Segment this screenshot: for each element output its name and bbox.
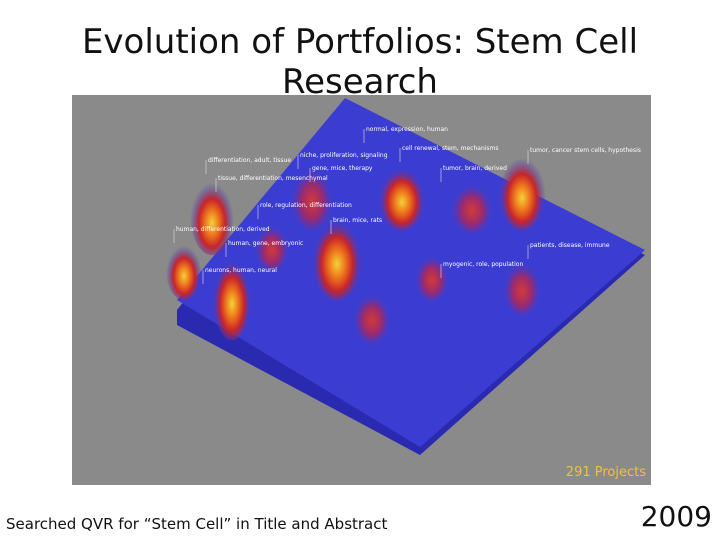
topic-label: human, differentiation, derived bbox=[176, 226, 270, 233]
topic-label: tumor, cancer stem cells, hypothesis bbox=[530, 147, 641, 154]
topic-label: human, gene, embryonic bbox=[228, 240, 303, 247]
image-caption: 291 Projects bbox=[566, 465, 646, 480]
topic-label: brain, mice, rats bbox=[333, 217, 382, 224]
topic-label: patients, disease, immune bbox=[530, 242, 610, 249]
topic-label: niche, proliferation, signaling bbox=[300, 152, 388, 159]
footer-note: Searched QVR for “Stem Cell” in Title an… bbox=[6, 515, 388, 533]
footer-year: 2009 bbox=[640, 500, 712, 533]
topic-label: role, regulation, differentiation bbox=[260, 202, 352, 209]
topic-label: tissue, differentiation, mesenchymal bbox=[218, 175, 328, 182]
topic-labels: normal, expression, human niche, prolifer… bbox=[173, 126, 641, 284]
topic-label: neurons, human, neural bbox=[205, 267, 277, 274]
topic-label: tumor, brain, derived bbox=[443, 165, 507, 172]
slide-title: Evolution of Portfolios: Stem Cell Resea… bbox=[81, 22, 639, 102]
peaks bbox=[166, 150, 546, 343]
topic-label: normal, expression, human bbox=[366, 126, 448, 133]
topic-label: cell renewal, stem, mechanisms bbox=[402, 145, 499, 152]
topic-label: myogenic, role, population bbox=[443, 261, 523, 268]
landscape-image: normal, expression, human niche, prolifer… bbox=[72, 95, 651, 485]
topic-label: gene, mice, therapy bbox=[312, 165, 373, 172]
topic-label: differentiation, adult, tissue bbox=[208, 157, 291, 164]
